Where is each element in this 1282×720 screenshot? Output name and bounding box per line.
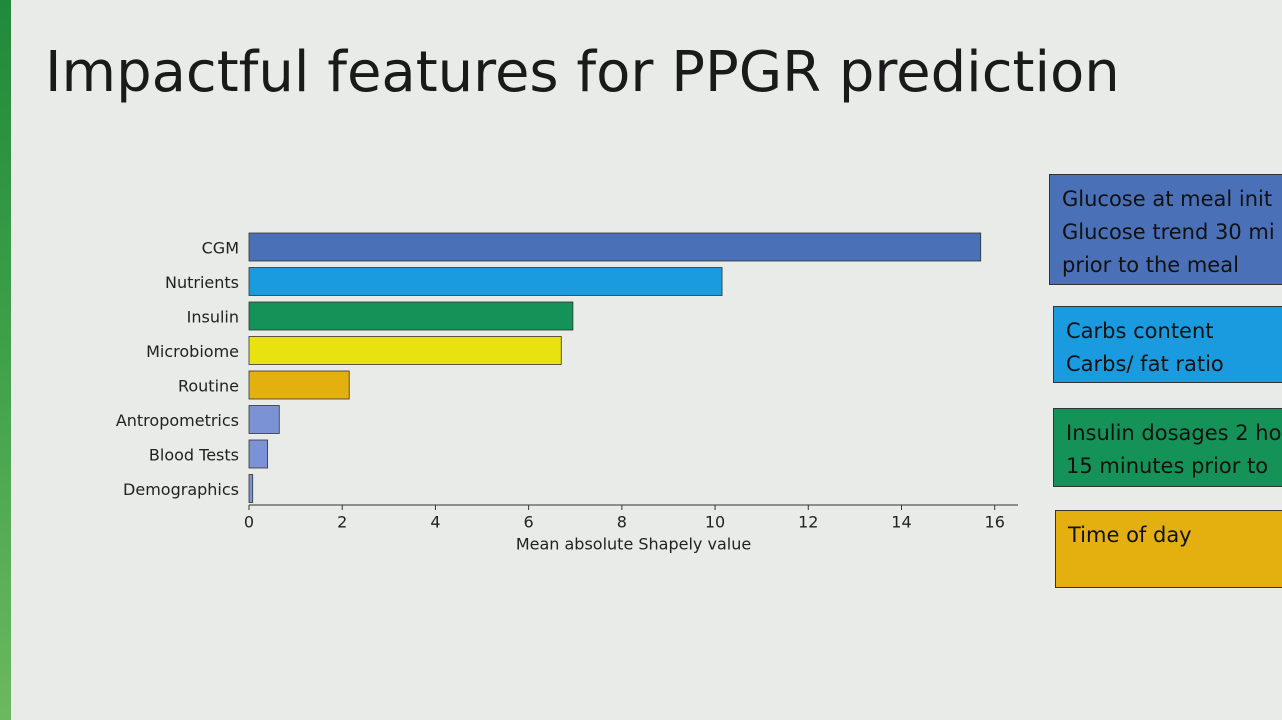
note-line: Insulin dosages 2 ho xyxy=(1066,421,1282,445)
note-box: Glucose at meal init Glucose trend 30 mi p… xyxy=(1049,174,1282,285)
bar xyxy=(248,301,574,331)
x-tick-label: 6 xyxy=(524,513,534,532)
note-line: 15 minutes prior to xyxy=(1066,454,1269,478)
x-tick-label: 16 xyxy=(985,513,1005,532)
y-tick-label: Antropometrics xyxy=(116,411,239,430)
x-tick-label: 14 xyxy=(891,513,911,532)
y-tick-label: CGM xyxy=(202,239,239,258)
note-box: Carbs content Carbs/ fat ratio xyxy=(1053,306,1282,383)
y-tick-label: Blood Tests xyxy=(149,446,239,465)
y-tick-label: Routine xyxy=(178,377,239,396)
y-tick-label: Demographics xyxy=(123,480,239,499)
bar xyxy=(248,474,254,503)
side-strip xyxy=(0,0,11,720)
slide-title: Impactful features for PPGR prediction xyxy=(45,40,1120,105)
note-line: Time of day xyxy=(1068,523,1192,547)
bar xyxy=(248,370,350,400)
x-tick-label: 8 xyxy=(617,513,627,532)
bar xyxy=(248,439,269,469)
note-line: Glucose at meal init xyxy=(1062,187,1273,211)
bar xyxy=(248,267,723,296)
y-tick-label: Nutrients xyxy=(165,273,239,292)
note-line: prior to the meal xyxy=(1062,253,1239,277)
bar xyxy=(248,405,280,434)
note-line: Carbs content xyxy=(1066,319,1214,343)
note-box: Insulin dosages 2 ho 15 minutes prior to xyxy=(1053,408,1282,487)
note-line: Glucose trend 30 mi xyxy=(1062,220,1275,244)
note-line: Carbs/ fat ratio xyxy=(1066,352,1224,376)
x-tick-label: 10 xyxy=(705,513,725,532)
x-tick-label: 0 xyxy=(244,513,254,532)
x-tick-label: 4 xyxy=(430,513,440,532)
y-tick-label: Microbiome xyxy=(146,342,239,361)
bar xyxy=(248,232,982,262)
note-box: Time of day xyxy=(1055,510,1282,588)
bar xyxy=(248,336,562,365)
x-axis-label: Mean absolute Shapely value xyxy=(516,535,751,554)
y-tick-label: Insulin xyxy=(187,308,239,327)
x-tick-label: 12 xyxy=(798,513,818,532)
x-tick-label: 2 xyxy=(337,513,347,532)
